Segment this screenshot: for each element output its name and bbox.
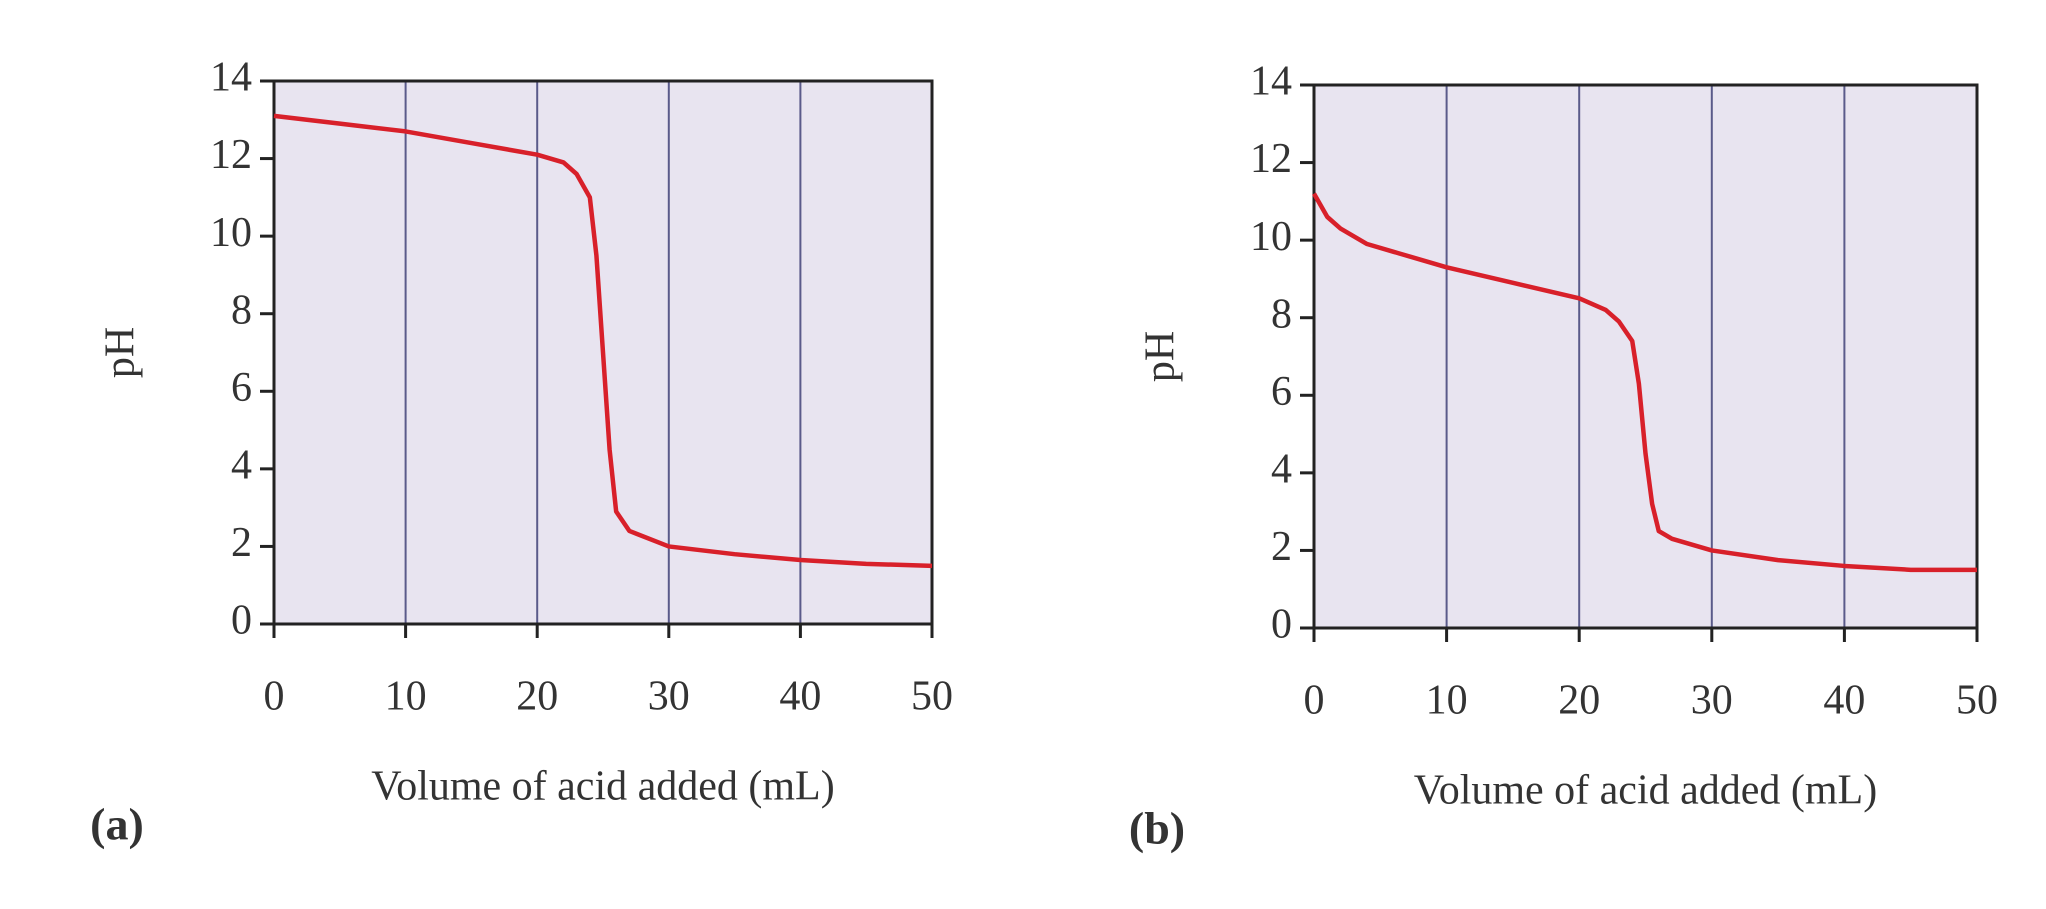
- y-tick-label: 0: [1271, 602, 1292, 648]
- x-tick-label: 50: [1956, 678, 1998, 724]
- x-tick-label: 0: [1304, 678, 1325, 724]
- y-tick-label: 6: [231, 365, 252, 411]
- y-tick-label: 2: [231, 520, 252, 566]
- y-tick-label: 8: [1271, 291, 1292, 337]
- plot-area: [1314, 85, 1977, 628]
- x-axis-label: Volume of acid added (mL): [371, 764, 834, 810]
- y-tick-label: 12: [1250, 136, 1292, 182]
- data-line: [1312, 192, 1977, 573]
- y-tick-label: 4: [1271, 446, 1292, 492]
- x-tick-label: 10: [385, 674, 427, 720]
- panel-label: (b): [1129, 803, 1185, 854]
- y-axis-label: pH: [98, 327, 144, 378]
- y-tick-label: 2: [1271, 524, 1292, 570]
- x-axis-label: Volume of acid added (mL): [1414, 768, 1877, 814]
- x-tick-label: 50: [911, 674, 953, 720]
- y-tick-label: 0: [231, 598, 252, 644]
- y-tick-label: 10: [1250, 214, 1292, 260]
- y-tick-label: 10: [210, 210, 252, 256]
- panel-label: (a): [90, 799, 144, 850]
- x-tick-label: 30: [1691, 678, 1733, 724]
- y-tick-label: 8: [231, 287, 252, 333]
- y-tick-label: 6: [1271, 369, 1292, 415]
- x-tick-label: 30: [648, 674, 690, 720]
- plot-frame: [272, 79, 934, 626]
- x-tick-label: 0: [264, 674, 285, 720]
- y-tick-label: 12: [210, 132, 252, 178]
- y-axis-label: pH: [1138, 331, 1184, 382]
- y-tick-label: 4: [231, 442, 252, 488]
- x-tick-label: 20: [1558, 678, 1600, 724]
- y-tick-label: 14: [210, 55, 252, 101]
- plot-frame: [1312, 83, 1979, 630]
- x-tick-label: 40: [1823, 678, 1865, 724]
- data-line: [273, 113, 933, 569]
- x-tick-label: 40: [779, 674, 821, 720]
- y-tick-label: 14: [1250, 59, 1292, 105]
- x-tick-label: 10: [1426, 678, 1468, 724]
- x-tick-label: 20: [516, 674, 558, 720]
